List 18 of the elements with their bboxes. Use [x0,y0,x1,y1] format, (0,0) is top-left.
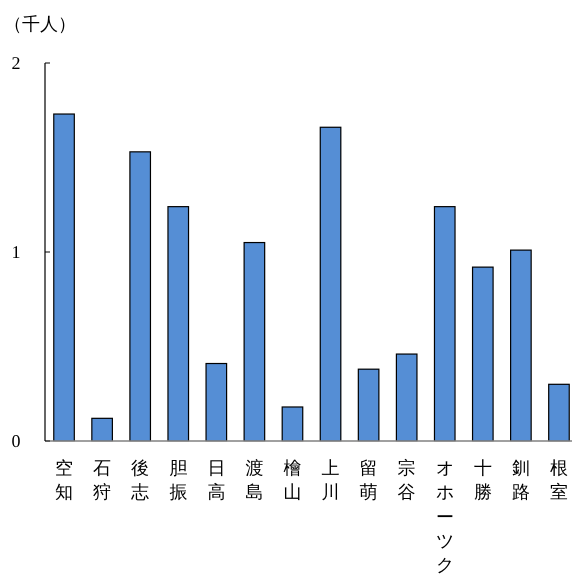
xtick-label: 日高 [206,457,226,504]
xtick-label: 留萌 [358,457,379,504]
xtick-label: 石狩 [92,457,112,504]
xtick-label: 十勝 [472,457,493,504]
y-tick-label: 1 [12,242,20,262]
y-tick-label: 0 [12,431,20,451]
xtick-label: 渡島 [244,457,264,504]
xtick-label: 檜山 [282,457,302,504]
xtick-label: 後志 [130,457,150,504]
xtick-label: 釧路 [510,457,531,504]
xtick-label: オホーツク [434,457,455,575]
xtick-label: 宗谷 [396,457,417,504]
xtick-label: 胆振 [168,457,188,504]
xtick-label: 上川 [320,457,341,504]
xtick-label: 空知 [54,457,74,504]
y-axis-title: （千人） [4,14,76,34]
y-tick-label: 2 [12,53,20,73]
xtick-label: 根室 [548,457,569,504]
